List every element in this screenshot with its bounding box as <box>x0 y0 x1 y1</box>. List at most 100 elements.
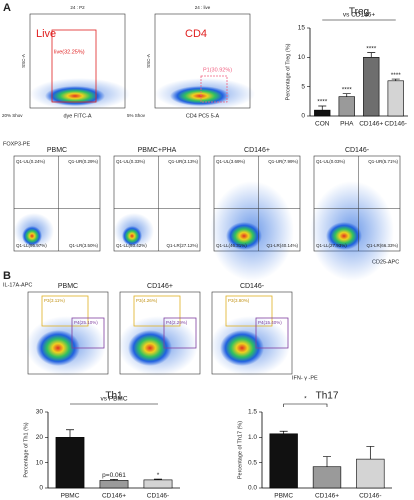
error-bar <box>391 78 400 81</box>
density-cloud <box>220 330 264 366</box>
quadrant-label: Q1-UR(7.99%) <box>268 159 298 164</box>
density-cloud <box>22 226 42 246</box>
density-cloud <box>36 330 80 366</box>
gate <box>41 295 89 327</box>
gate-label: P4(25.10%) <box>74 320 98 325</box>
x-tick-label: CD146- <box>147 493 169 500</box>
bar <box>99 480 129 489</box>
x-tick-label: CD146- <box>385 121 407 128</box>
density-cloud <box>326 222 362 250</box>
value-annotation: **** <box>366 45 377 52</box>
y-axis-label: FOXP3-PE <box>3 141 31 147</box>
gate <box>200 75 228 103</box>
plot-title: CD146+ <box>147 283 173 290</box>
plot-title: CD146+ <box>244 147 270 154</box>
quadrant-label: Q1-LL(95.97%) <box>16 243 47 248</box>
gate-label: live(32.25%) <box>54 49 85 55</box>
error-bar <box>318 105 327 111</box>
gate <box>255 317 289 349</box>
comparison-label: vs CD146+ <box>343 12 376 19</box>
quadrant-label: Q1-UR(3.13%) <box>168 159 198 164</box>
error-bar <box>110 479 118 481</box>
error-bar <box>279 430 288 434</box>
gate <box>133 295 181 327</box>
comparison-label: * <box>304 396 307 403</box>
gate-label: P3(4.26%) <box>136 298 158 303</box>
y-axis-label: IL-17A-APC <box>3 282 32 288</box>
x-tick-label: CON <box>315 121 330 128</box>
quadrant-label: Q1-UR(0.29%) <box>68 159 98 164</box>
gate <box>163 317 197 349</box>
gate <box>71 317 105 349</box>
y-tick-label: 0 <box>39 485 43 492</box>
y-tick-label: 30 <box>36 409 44 416</box>
x-axis-label: CD25-APC <box>372 259 399 265</box>
y-tick-label: 10 <box>298 54 306 61</box>
quadrant-label: Q1-LL(46.31%) <box>216 243 247 248</box>
density-cloud <box>170 86 230 106</box>
density-cloud <box>45 86 105 106</box>
gate-label: P3(3.11%) <box>44 298 65 303</box>
quadrant-label: Q1-UL(0.03%) <box>316 159 346 164</box>
y-tick-label: 15 <box>298 25 306 32</box>
bar <box>314 109 331 117</box>
bar <box>143 479 173 489</box>
bar <box>387 80 404 117</box>
quadrant-label: Q1-LL(93.42%) <box>116 243 147 248</box>
x-tick-label: CD146- <box>359 493 381 500</box>
error-bar <box>366 446 375 460</box>
chart-title: Th1 <box>105 391 123 402</box>
value-annotation: p=0.061 <box>102 472 126 479</box>
error-bar <box>154 478 162 480</box>
x-tick-label: CD146+ <box>315 493 339 500</box>
bar <box>269 433 298 489</box>
density-cloud <box>128 330 172 366</box>
x-axis-label: IFN- γ -PE <box>292 375 318 381</box>
comparison-line <box>283 403 328 407</box>
quadrant-label: Q1-LR(40.14%) <box>266 243 298 248</box>
value-annotation: **** <box>317 99 328 106</box>
y-axis-label: Percentage of Treg (%) <box>285 43 291 100</box>
gate-title: CD4 <box>185 28 207 40</box>
value-annotation: * <box>157 472 160 479</box>
y-axis-label: SSC-A <box>146 54 151 68</box>
y-tick-label: 0 <box>301 113 305 120</box>
x-tick-label: PHA <box>340 121 354 128</box>
quadrant-label: Q1-LR(66.33%) <box>366 243 398 248</box>
y-axis-label: SSC-A <box>21 54 26 68</box>
gate-label: P4(15.40%) <box>258 320 282 325</box>
error-bar <box>342 93 351 97</box>
y-tick-label: 10 <box>36 459 44 466</box>
note: 20% Shov <box>2 113 23 118</box>
x-tick-label: CD146+ <box>359 121 383 128</box>
y-axis-label: Percentage of Th17 (%) <box>237 421 243 479</box>
y-tick-label: 5 <box>301 83 305 90</box>
y-tick-label: 0.0 <box>248 485 257 492</box>
panel-label: B <box>3 270 11 282</box>
value-annotation: **** <box>342 86 353 93</box>
y-tick-label: 1.5 <box>248 409 257 416</box>
gate <box>225 295 273 327</box>
plot-title: PBMC <box>47 147 67 154</box>
density-cloud <box>122 226 142 246</box>
panel-label: A <box>3 2 11 14</box>
x-tick-label: PBMC <box>61 493 80 500</box>
bar <box>312 466 342 489</box>
chart-title: Th17 <box>316 391 339 402</box>
x-tick-label: PBMC <box>274 493 293 500</box>
quadrant-label: Q1-UL(0.24%) <box>16 159 46 164</box>
error-bar <box>323 456 331 467</box>
y-tick-label: 20 <box>36 434 44 441</box>
gate-label: P1(30.92%) <box>203 67 232 73</box>
bar <box>338 96 355 117</box>
gate-label: P3(3.80%) <box>228 298 250 303</box>
gate-title: Live <box>36 28 56 40</box>
error-bar <box>66 429 74 438</box>
x-axis-label: dye FITC-A <box>63 113 91 119</box>
density-cloud <box>226 222 262 250</box>
plot-title: 24 : live <box>195 5 211 10</box>
quadrant-label: Q1-UL(3.69%) <box>216 159 246 164</box>
plot-title: 24 : P2 <box>70 5 85 10</box>
plot-title: CD146- <box>345 147 370 154</box>
quadrant-label: Q1-LR(27.12%) <box>166 243 198 248</box>
